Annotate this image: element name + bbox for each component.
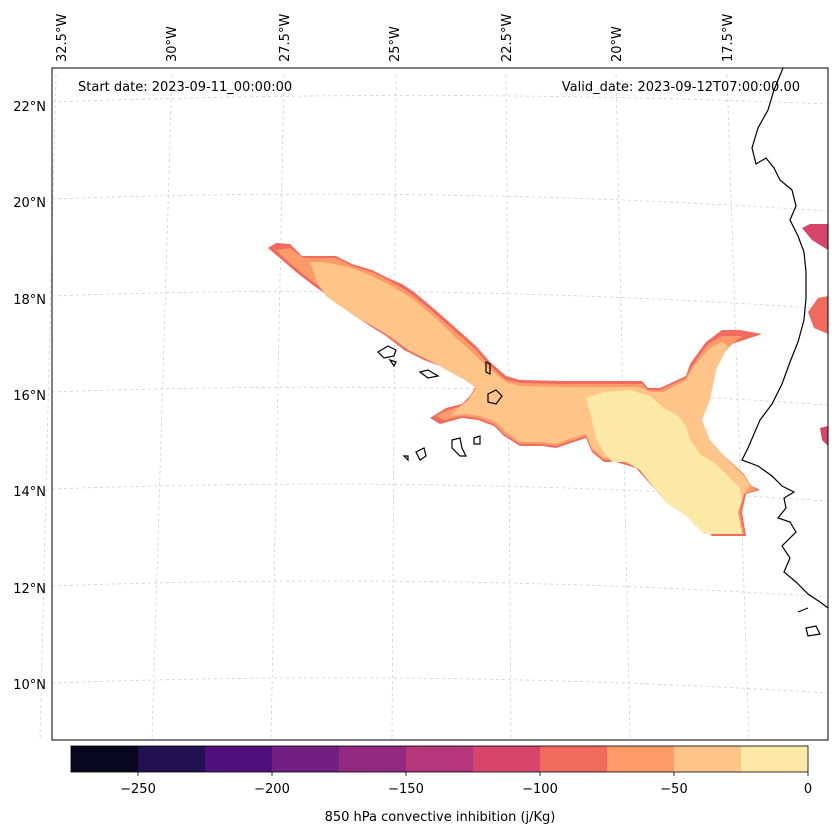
island-boa-vista — [487, 389, 503, 405]
africa-coastline — [741, 67, 829, 609]
colorbar-swatch — [607, 746, 675, 772]
gridline-lat-14n — [51, 483, 829, 502]
map-gridlines — [39, 74, 829, 741]
island-santo-antao — [377, 345, 397, 359]
lon-label-32-5w: 32.5°W — [55, 14, 70, 62]
island-santiago — [451, 437, 467, 457]
colorbar-tick-label: −150 — [388, 782, 424, 797]
gridline-lon-27-5w — [270, 74, 285, 741]
cin-contours — [268, 224, 828, 536]
colorbar-swatch — [205, 746, 273, 772]
gridline-lon-25w — [391, 74, 397, 741]
colorbar-swatches — [71, 746, 809, 772]
valid-date-label: Valid_date: 2023-09-12T07:00:00.00 — [562, 80, 800, 95]
lon-label-25w: 25°W — [388, 26, 403, 62]
gridline-lon-32-5w — [39, 74, 57, 741]
lat-label-12n: 12°N — [13, 582, 46, 597]
lon-label-20w: 20°W — [610, 26, 625, 62]
latitude-labels: 22°N 20°N 18°N 16°N 14°N 12°N 10°N — [13, 100, 46, 693]
island-sal — [485, 361, 491, 375]
start-date-label: Start date: 2023-09-11_00:00:00 — [78, 80, 292, 95]
island-brava — [402, 455, 409, 462]
gridline-lon-30w — [151, 74, 173, 741]
gridline-lat-18n — [51, 290, 829, 310]
bijagos-islands — [797, 607, 821, 637]
longitude-labels: 32.5°W 30°W 27.5°W 25°W 22.5°W 20°W 17.5… — [55, 14, 736, 62]
colorbar-ticks — [137, 772, 809, 776]
lat-label-16n: 16°N — [13, 389, 46, 404]
colorbar: −250 −200 −150 −100 −50 0 850 hPa convec… — [70, 745, 812, 825]
gridline-lat-10n — [51, 677, 829, 694]
colorbar-swatch — [339, 746, 407, 772]
lon-label-22-5w: 22.5°W — [500, 14, 515, 62]
lat-label-20n: 20°N — [13, 196, 46, 211]
colorbar-frame — [70, 745, 809, 773]
lat-label-10n: 10°N — [13, 678, 46, 693]
cin-patch-southeast — [820, 426, 828, 446]
map-frame — [51, 67, 829, 741]
coastlines — [377, 67, 829, 637]
lon-label-17-5w: 17.5°W — [721, 14, 736, 62]
colorbar-title: 850 hPa convective inhibition (j/Kg) — [325, 810, 556, 825]
colorbar-swatch — [540, 746, 608, 772]
lon-label-30w: 30°W — [165, 26, 180, 62]
gridline-lat-12n — [51, 580, 829, 598]
lon-label-27-5w: 27.5°W — [278, 14, 293, 62]
colorbar-swatch — [138, 746, 206, 772]
gridline-lat-22n — [51, 95, 829, 105]
gridline-lat-16n — [51, 386, 829, 406]
colorbar-tick-label: −50 — [660, 782, 687, 797]
island-maio — [473, 435, 481, 445]
lat-label-18n: 18°N — [13, 293, 46, 308]
island-fogo — [415, 447, 427, 461]
colorbar-swatch — [674, 746, 742, 772]
colorbar-tick-label: −200 — [254, 782, 290, 797]
colorbar-tick-label: −250 — [120, 782, 156, 797]
colorbar-swatch — [741, 746, 809, 772]
colorbar-swatch — [406, 746, 474, 772]
lat-label-22n: 22°N — [13, 100, 46, 115]
island-sao-nicolau — [418, 369, 440, 379]
colorbar-tick-label: −100 — [522, 782, 558, 797]
colorbar-tick-label: 0 — [804, 782, 812, 797]
lat-label-14n: 14°N — [13, 485, 46, 500]
cin-patch-northeast — [802, 224, 828, 250]
gridline-lon-17-5w — [726, 74, 750, 741]
cin-patch-east — [808, 296, 828, 334]
colorbar-swatch — [272, 746, 340, 772]
cin-band-core — [586, 390, 742, 534]
gridline-lat-20n — [51, 193, 829, 212]
colorbar-swatch — [473, 746, 541, 772]
colorbar-swatch — [71, 746, 139, 772]
island-sao-vicente — [388, 358, 397, 368]
